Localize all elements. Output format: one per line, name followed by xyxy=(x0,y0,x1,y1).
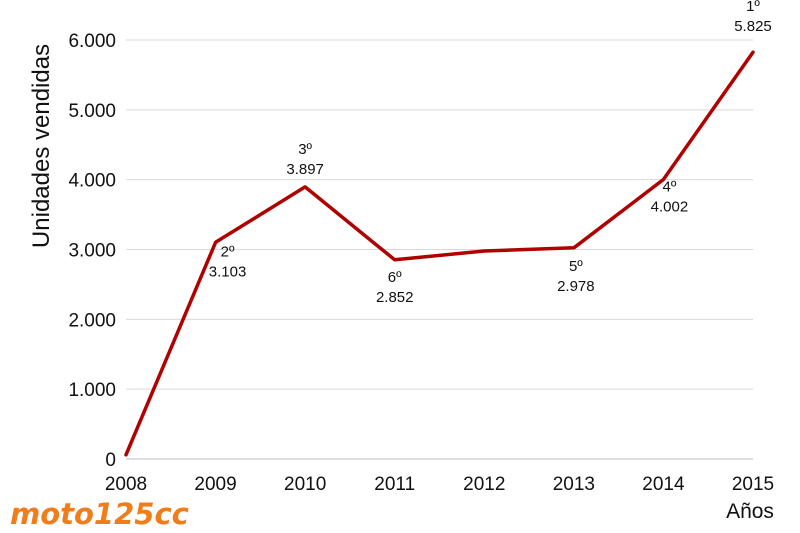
data-label-rank: 4º xyxy=(663,179,677,196)
data-label-value: 3.103 xyxy=(209,263,247,280)
x-tick-label: 2012 xyxy=(463,474,505,495)
series-line xyxy=(124,50,755,457)
data-label-value: 4.002 xyxy=(651,199,689,216)
x-tick-label: 2010 xyxy=(284,474,326,495)
y-tick-label: 1.000 xyxy=(68,380,116,401)
y-axis-label: Unidades vendidas xyxy=(28,44,55,248)
x-tick-label: 2013 xyxy=(553,474,595,495)
x-tick-label: 2011 xyxy=(374,474,415,495)
data-label-rank: 2º xyxy=(221,243,235,260)
logo-wordmark: moto125cc xyxy=(10,498,189,531)
y-tick-label: 4.000 xyxy=(68,171,116,192)
y-tick-label: 3.000 xyxy=(68,241,116,262)
y-tick-label: 5.000 xyxy=(68,101,116,122)
y-tick-label: 2.000 xyxy=(68,310,116,331)
x-tick-label: 2015 xyxy=(732,474,774,495)
x-tick-label: 2014 xyxy=(642,474,685,495)
x-axis-ticks: 2008 2009 2010 2011 2012 2013 2014 2015 xyxy=(105,474,774,495)
data-label-value: 3.897 xyxy=(286,161,324,178)
x-axis-label: Años xyxy=(726,500,774,523)
data-label-rank: 6º xyxy=(388,269,402,286)
data-label-value: 2.978 xyxy=(557,278,595,295)
data-label-rank: 1º xyxy=(746,0,760,15)
x-tick-label: 2009 xyxy=(194,474,236,495)
data-label-value: 5.825 xyxy=(734,18,772,35)
data-label-value: 2.852 xyxy=(376,289,414,306)
y-axis-ticks: 0 1.000 2.000 3.000 4.000 5.000 6.000 xyxy=(68,31,116,471)
y-tick-label: 0 xyxy=(105,450,116,471)
data-label-rank: 3º xyxy=(298,141,312,158)
x-tick-label: 2008 xyxy=(105,474,147,495)
y-tick-label: 6.000 xyxy=(68,31,116,52)
data-labels: 2º 3.103 3º 3.897 6º 2.852 5º 2.978 4º 4.002 1º 5.8… xyxy=(209,0,772,306)
moto125-logo: moto125cc xyxy=(10,498,189,531)
data-label-rank: 5º xyxy=(569,258,583,275)
gridlines xyxy=(126,39,753,460)
